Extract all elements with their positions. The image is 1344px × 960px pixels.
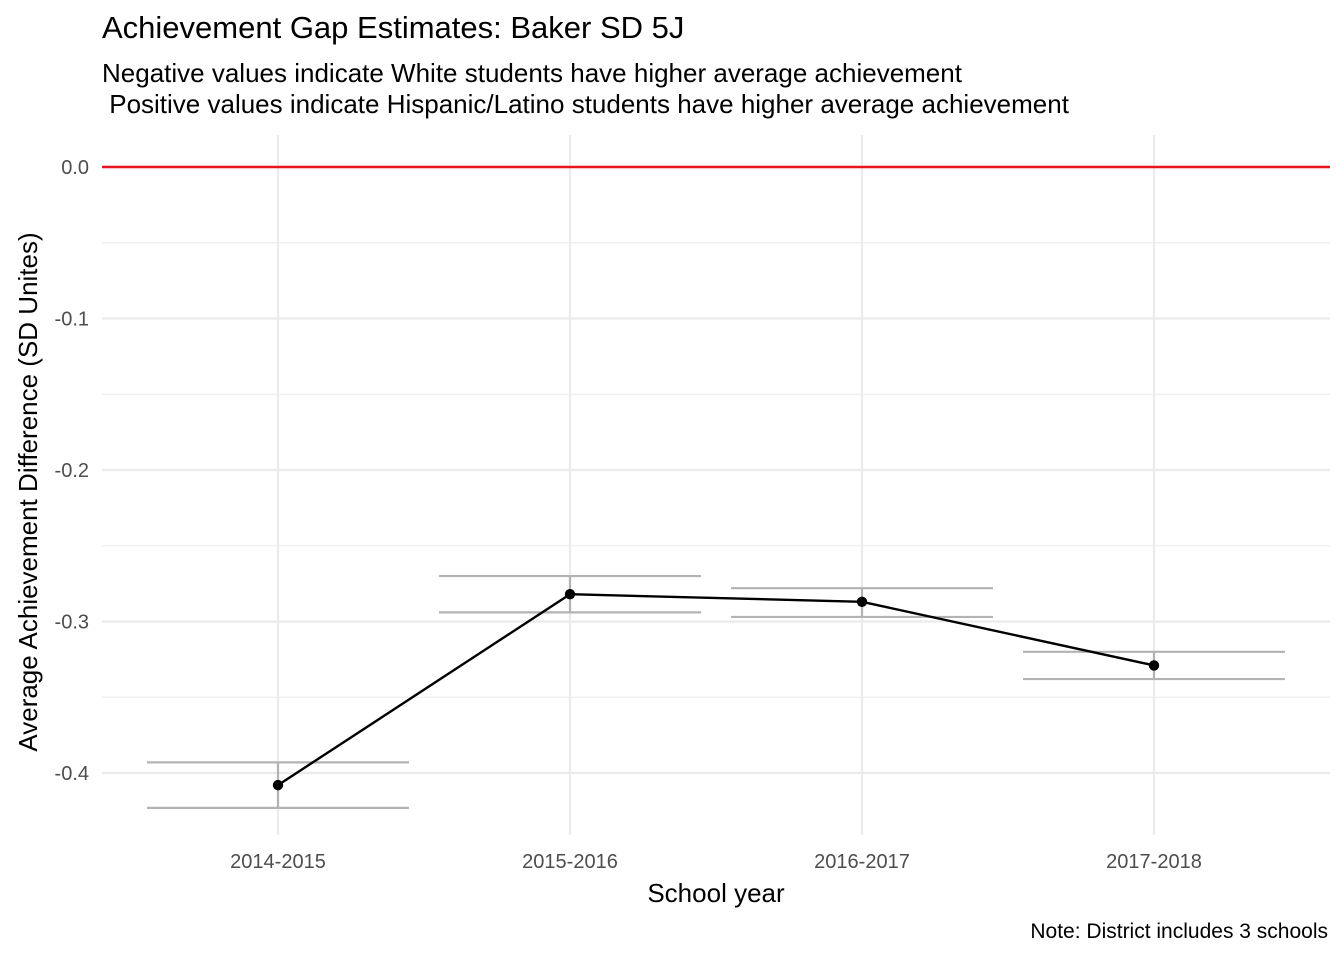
- y-tick-label: -0.4: [55, 763, 89, 785]
- chart-title: Achievement Gap Estimates: Baker SD 5J: [102, 10, 685, 45]
- y-tick-labels: 0.0 -0.1 -0.2 -0.3 -0.4: [55, 157, 89, 785]
- series-line-group: [277, 593, 1155, 787]
- grid-lines: [102, 135, 1330, 835]
- y-tick-label: 0.0: [61, 157, 89, 179]
- data-point: [856, 596, 868, 608]
- data-point: [564, 589, 576, 600]
- y-tick-label: -0.2: [55, 460, 89, 482]
- x-tick-label: 2015-2016: [522, 851, 618, 873]
- chart-subtitle: Negative values indicate White students …: [102, 58, 1069, 119]
- x-tick-labels: 2014-2015 2015-2016 2016-2017 2017-2018: [230, 851, 1202, 873]
- data-point: [272, 779, 284, 791]
- y-tick-label: -0.1: [55, 309, 89, 331]
- series-line: [277, 593, 1155, 787]
- y-tick-label: -0.3: [55, 612, 89, 634]
- x-tick-label: 2017-2018: [1106, 851, 1202, 873]
- x-axis-label: School year: [647, 878, 785, 908]
- data-point: [1148, 660, 1160, 671]
- chart-caption: Note: District includes 3 schools: [1030, 920, 1328, 943]
- y-axis-label: Average Achievement Difference (SD Unite…: [13, 232, 43, 751]
- x-tick-label: 2016-2017: [814, 851, 910, 873]
- x-tick-label: 2014-2015: [230, 851, 326, 873]
- data-points: [272, 589, 1160, 791]
